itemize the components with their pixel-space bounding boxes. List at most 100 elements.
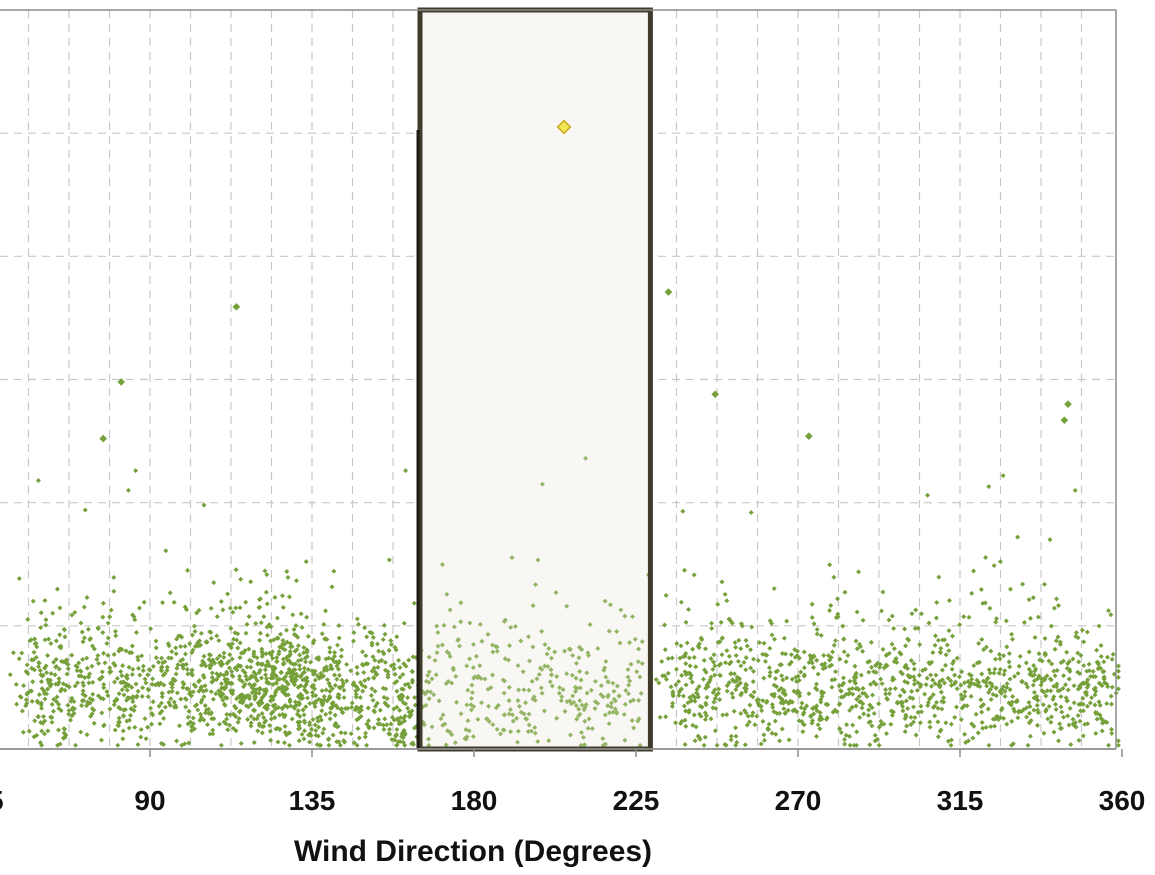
data-point bbox=[744, 722, 750, 728]
data-point bbox=[319, 631, 325, 637]
data-point bbox=[264, 572, 270, 578]
data-point bbox=[37, 668, 43, 674]
data-point bbox=[1077, 718, 1083, 724]
data-point bbox=[862, 691, 868, 697]
data-point bbox=[902, 626, 908, 632]
data-point bbox=[69, 612, 75, 618]
data-point bbox=[1064, 649, 1070, 655]
data-point bbox=[784, 618, 790, 624]
data-point bbox=[403, 468, 409, 474]
data-point bbox=[712, 728, 718, 734]
data-point bbox=[34, 644, 40, 650]
data-point bbox=[140, 668, 146, 674]
data-point bbox=[135, 657, 141, 663]
data-point bbox=[1041, 730, 1047, 736]
data-point bbox=[600, 736, 606, 742]
data-point bbox=[868, 681, 874, 687]
data-point bbox=[1115, 668, 1121, 674]
data-point bbox=[227, 605, 233, 611]
data-point bbox=[987, 680, 993, 686]
data-point bbox=[834, 709, 840, 715]
data-point bbox=[108, 669, 114, 675]
data-point bbox=[135, 654, 141, 660]
data-point bbox=[87, 696, 93, 702]
data-point bbox=[859, 705, 865, 711]
data-point bbox=[57, 632, 63, 638]
data-point bbox=[213, 691, 219, 697]
data-point bbox=[861, 711, 867, 717]
data-point bbox=[285, 681, 291, 687]
data-point bbox=[469, 690, 475, 696]
data-point bbox=[66, 711, 72, 717]
data-point bbox=[915, 709, 921, 715]
data-point bbox=[764, 698, 770, 704]
data-point bbox=[1015, 670, 1021, 676]
data-point bbox=[782, 692, 788, 698]
data-point bbox=[277, 676, 283, 682]
data-point bbox=[112, 698, 118, 704]
data-point bbox=[224, 716, 230, 722]
data-point bbox=[835, 614, 841, 620]
data-point bbox=[395, 739, 401, 745]
data-point bbox=[811, 621, 817, 627]
data-point bbox=[44, 691, 50, 697]
data-point bbox=[51, 659, 57, 665]
data-point bbox=[165, 641, 171, 647]
data-point bbox=[959, 669, 965, 675]
data-point bbox=[42, 718, 48, 724]
outlier-point bbox=[711, 390, 720, 399]
data-point bbox=[988, 724, 994, 730]
data-point bbox=[607, 710, 613, 716]
data-point bbox=[1037, 657, 1043, 663]
data-point bbox=[692, 738, 698, 744]
data-point bbox=[767, 673, 773, 679]
data-point bbox=[372, 657, 378, 663]
data-point bbox=[691, 572, 697, 578]
data-point bbox=[702, 717, 708, 723]
data-point bbox=[125, 683, 131, 689]
data-point bbox=[1031, 707, 1037, 713]
data-point bbox=[123, 648, 129, 654]
data-point bbox=[370, 697, 376, 703]
data-point bbox=[280, 705, 286, 711]
data-point bbox=[24, 691, 30, 697]
data-point bbox=[319, 688, 325, 694]
data-point bbox=[303, 704, 309, 710]
data-point bbox=[80, 691, 86, 697]
data-point bbox=[532, 725, 538, 731]
data-point bbox=[1080, 708, 1086, 714]
data-point bbox=[240, 668, 246, 674]
data-point bbox=[321, 668, 327, 674]
data-point bbox=[257, 637, 263, 643]
data-point bbox=[735, 658, 741, 664]
data-point bbox=[89, 711, 95, 717]
data-point bbox=[1066, 722, 1072, 728]
data-point bbox=[150, 699, 156, 705]
data-point bbox=[311, 671, 317, 677]
data-point bbox=[494, 648, 500, 654]
data-point bbox=[663, 592, 669, 598]
data-point bbox=[248, 579, 254, 585]
data-point bbox=[251, 740, 257, 745]
data-point bbox=[742, 742, 748, 748]
data-point bbox=[902, 678, 908, 684]
data-point bbox=[228, 625, 234, 631]
data-point bbox=[45, 653, 51, 658]
data-point bbox=[983, 724, 989, 730]
data-point bbox=[610, 709, 616, 715]
data-point bbox=[334, 676, 340, 682]
data-point bbox=[74, 668, 80, 674]
data-point bbox=[1033, 666, 1039, 672]
data-point bbox=[971, 663, 977, 669]
data-point bbox=[893, 656, 899, 662]
data-point bbox=[457, 643, 463, 649]
data-point bbox=[758, 741, 764, 747]
data-point bbox=[493, 705, 499, 711]
data-point bbox=[733, 644, 739, 650]
data-point bbox=[883, 687, 889, 693]
data-point bbox=[670, 700, 676, 706]
data-point bbox=[631, 725, 637, 731]
data-point bbox=[719, 635, 725, 641]
data-point bbox=[178, 633, 183, 639]
